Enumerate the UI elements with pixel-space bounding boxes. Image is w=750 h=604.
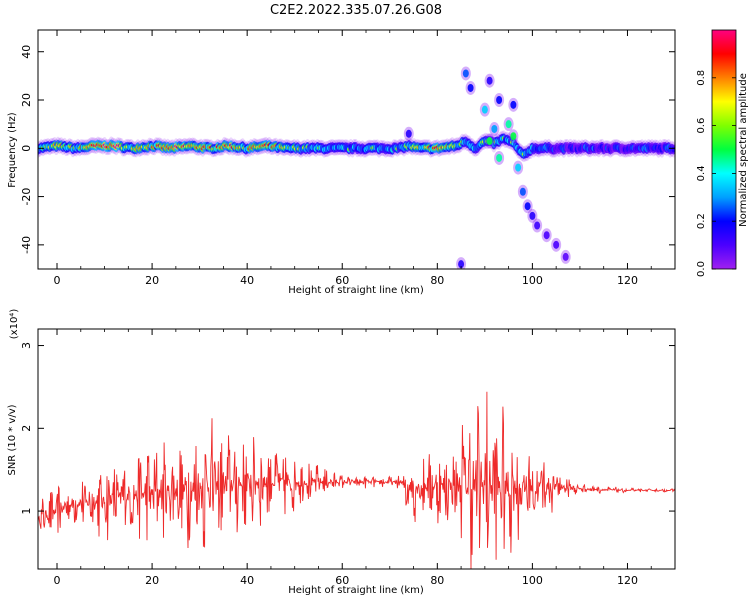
- spectrogram-frame: [37, 29, 676, 270]
- x-tick-label: 60: [335, 574, 349, 587]
- y-tick-label: 1: [20, 508, 33, 515]
- y-tick-label: 20: [20, 93, 33, 107]
- spectrogram-blob: [534, 221, 541, 230]
- colorbar-strip: [711, 29, 737, 270]
- y-tick-label: -40: [20, 236, 33, 254]
- snr-plot-area: [38, 329, 675, 569]
- spectrogram-x-label: Height of straight line (km): [288, 285, 424, 296]
- spectrogram-blob: [529, 211, 536, 220]
- snr-exponent-label: (x10⁴): [9, 309, 20, 340]
- spectrogram-blob: [405, 129, 412, 138]
- spectrogram-blob: [496, 153, 503, 162]
- spectrogram-blob: [491, 124, 498, 133]
- colorbar-ticks: 0.0 0.2 0.4 0.6 0.8: [696, 70, 736, 277]
- x-tick-label: 20: [145, 274, 159, 287]
- x-tick-label: 80: [430, 574, 444, 587]
- x-tick-label: 0: [54, 274, 61, 287]
- snr-series-line: [38, 391, 675, 569]
- x-tick-label: 80: [430, 274, 444, 287]
- snr-panel: 0 20 40 60 80 100 120 1 2 3 Height of straight l…: [7, 309, 676, 596]
- snr-x-label: Height of straight line (km): [288, 585, 424, 596]
- spectrogram-blob: [505, 120, 512, 129]
- spectrogram-blob: [486, 76, 493, 85]
- snr-frame: [37, 328, 676, 570]
- spectrogram-blob: [524, 202, 531, 211]
- colorbar-tick-label: 0.0: [696, 261, 707, 277]
- spectrogram-blob: [481, 105, 488, 114]
- y-tick-label: 3: [20, 342, 33, 349]
- x-tick-label: 20: [145, 574, 159, 587]
- y-tick-label: 2: [20, 425, 33, 432]
- x-tick-label: 40: [240, 574, 254, 587]
- spectrogram-blob: [519, 187, 526, 196]
- x-tick-label: 120: [617, 274, 638, 287]
- x-tick-label: 120: [617, 574, 638, 587]
- figure-title: C2E2.2022.335.07.26.G08: [270, 3, 442, 18]
- spectrogram-blob: [458, 260, 465, 269]
- x-tick-label: 100: [522, 274, 543, 287]
- colorbar-tick-label: 0.4: [696, 165, 707, 181]
- spectrogram-x-axis: 0 20 40 60 80 100 120: [54, 30, 676, 287]
- y-tick-label: 40: [20, 45, 33, 59]
- x-tick-label: 60: [335, 274, 349, 287]
- spectrogram-y-label: Frequency (Hz): [7, 112, 18, 188]
- x-tick-label: 40: [240, 274, 254, 287]
- spectrogram-blob: [462, 69, 469, 78]
- spectrogram-blob: [553, 240, 560, 249]
- x-tick-label: 0: [54, 574, 61, 587]
- y-tick-label: 0: [20, 145, 33, 152]
- spectrogram-blob: [496, 96, 503, 105]
- spectrogram-blob: [543, 231, 550, 240]
- snr-y-label: SNR (10 * v/v): [7, 404, 18, 475]
- snr-y-axis: 1 2 3: [20, 342, 675, 515]
- snr-x-axis: 0 20 40 60 80 100 120: [54, 329, 676, 587]
- colorbar: 0.0 0.2 0.4 0.6 0.8 Normalized spectral ampl…: [696, 29, 749, 277]
- colorbar-label: Normalized spectral amplitude: [738, 73, 749, 227]
- spectrogram-image: [38, 66, 675, 269]
- colorbar-tick-label: 0.2: [696, 213, 707, 229]
- spectrogram-y-axis: -40 -20 0 20 40: [20, 45, 675, 254]
- colorbar-tick-label: 0.6: [696, 118, 707, 134]
- spectrogram-blob: [510, 132, 517, 141]
- spectrogram-blob: [467, 83, 474, 92]
- spectrogram-panel: 0 20 40 60 80 100 120 -40 -20 0 20 40 Height of st…: [7, 29, 676, 296]
- y-tick-label: -20: [20, 188, 33, 206]
- spectrogram-blob: [562, 252, 569, 261]
- colorbar-tick-label: 0.8: [696, 70, 707, 86]
- spectrogram-blob: [486, 137, 493, 146]
- spectrogram-blob: [510, 100, 517, 109]
- x-tick-label: 100: [522, 574, 543, 587]
- spectrogram-blob: [515, 163, 522, 172]
